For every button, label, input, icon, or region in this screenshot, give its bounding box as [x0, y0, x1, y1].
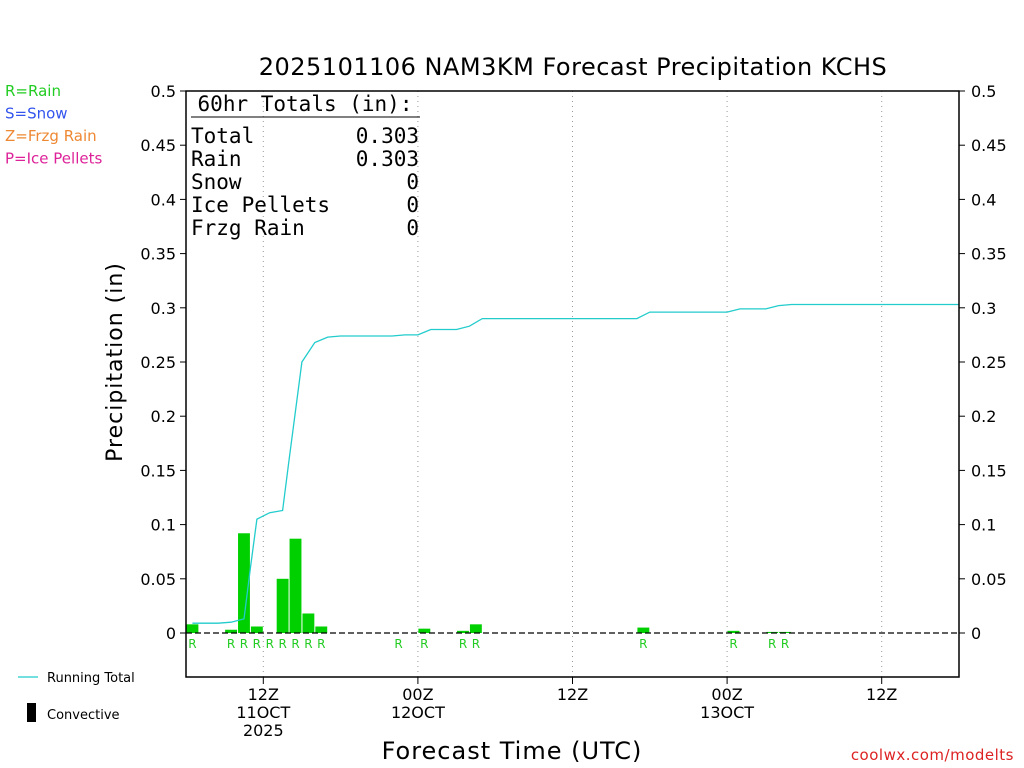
- plot-frame: [185, 90, 960, 678]
- totals-row-value: 0.303: [356, 147, 419, 171]
- y-tick-label-left: 0.35: [140, 245, 176, 264]
- precip-bar: [276, 578, 289, 633]
- y-tick-label-left: 0.05: [140, 570, 176, 589]
- precip-type-label: R: [227, 637, 235, 651]
- precip-type-label: R: [394, 637, 402, 651]
- x-tick-label: 13OCT: [700, 703, 754, 722]
- y-tick-label-left: 0.2: [151, 407, 176, 426]
- totals-row-value: 0.303: [356, 124, 419, 148]
- x-tick-label: 2025: [243, 721, 284, 740]
- totals-header: 60hr Totals (in):: [198, 92, 413, 116]
- x-tick-label: 12OCT: [391, 703, 445, 722]
- totals-row-label: Rain: [191, 147, 242, 171]
- precip-type-legend-item: S=Snow: [5, 105, 68, 123]
- precip-bar: [225, 629, 238, 633]
- x-tick-label: 12Z: [866, 685, 897, 704]
- y-tick-label-left: 0.25: [140, 353, 176, 372]
- y-tick-label-left: 0.15: [140, 461, 176, 480]
- totals-row-value: 0: [406, 170, 419, 194]
- y-tick-label-right: 0.3: [971, 299, 996, 318]
- running-total-legend-label: Running Total: [47, 671, 135, 686]
- grid-lines: [262, 91, 883, 677]
- precip-type-label: R: [781, 637, 789, 651]
- precip-type-label: R: [266, 637, 274, 651]
- chart-title: 2025101106 NAM3KM Forecast Precipitation…: [259, 53, 888, 81]
- y-tick-label-left: 0.5: [151, 82, 176, 101]
- precip-type-label: R: [420, 637, 428, 651]
- precip-bar: [186, 624, 199, 633]
- y-tick-label-left: 0: [166, 624, 176, 643]
- precip-type-legend-item: P=Ice Pellets: [5, 150, 102, 168]
- totals-row-label: Ice Pellets: [191, 193, 330, 217]
- precip-type-label: R: [472, 637, 480, 651]
- y-tick-label-right: 0.4: [971, 190, 996, 209]
- totals-box: 60hr Totals (in): Total 0.303 Rain 0.303 Sno…: [191, 92, 420, 240]
- x-tick-label: 11OCT: [236, 703, 290, 722]
- y-tick-label-right: 0.1: [971, 516, 996, 535]
- x-tick-label: 12Z: [248, 685, 279, 704]
- precip-bar: [238, 533, 250, 633]
- y-tick-label-left: 0.4: [151, 190, 176, 209]
- precip-bar: [315, 626, 328, 633]
- precip-type-label: R: [188, 637, 196, 651]
- y-tick-label-right: 0: [971, 624, 981, 643]
- precip-type-label: R: [240, 637, 248, 651]
- precip-type-label: R: [291, 637, 299, 651]
- totals-row-value: 0: [406, 193, 419, 217]
- y-tick-label-left: 0.1: [151, 516, 176, 535]
- precip-type-label: R: [304, 637, 312, 651]
- y-tick-label-right: 0.25: [971, 353, 1007, 372]
- precip-type-label: R: [729, 637, 737, 651]
- x-tick-label: 00Z: [711, 685, 742, 704]
- totals-row-label: Total: [191, 124, 254, 148]
- totals-row-value: 0: [406, 216, 419, 240]
- x-tick-label: 00Z: [402, 685, 433, 704]
- series-legend: Running Total Convective: [18, 671, 135, 723]
- y-axis-label: Precipitation (in): [103, 262, 128, 462]
- precip-bar: [289, 538, 302, 633]
- y-tick-label-right: 0.05: [971, 570, 1007, 589]
- y-tick-label-right: 0.35: [971, 245, 1007, 264]
- precip-bar: [727, 630, 740, 633]
- precip-bar: [469, 624, 482, 633]
- x-axis-label: Forecast Time (UTC): [382, 737, 643, 765]
- precip-bar: [457, 630, 469, 633]
- precip-bar: [302, 613, 315, 633]
- y-tick-label-right: 0.2: [971, 407, 996, 426]
- precip-type-label: R: [278, 637, 286, 651]
- convective-legend-swatch: [27, 703, 36, 722]
- x-tick-label: 12Z: [557, 685, 588, 704]
- precip-type-label: R: [459, 637, 467, 651]
- credit-text: coolwx.com/modelts: [851, 746, 1014, 764]
- y-tick-label-right: 0.5: [971, 82, 996, 101]
- totals-row-label: Snow: [191, 170, 242, 194]
- precip-bars: [186, 533, 792, 633]
- precip-type-label: R: [768, 637, 776, 651]
- y-tick-label-right: 0.45: [971, 136, 1007, 155]
- precip-type-legend: R=Rain S=Snow Z=Frzg Rain P=Ice Pellets: [5, 82, 102, 168]
- y-axis-ticks: 0 00.05 0.050.1 0.10.15 0.150.2 0.20.25 0.250.…: [140, 82, 1006, 643]
- precip-type-label: R: [253, 637, 261, 651]
- running-total-line: [192, 303, 959, 624]
- precip-bar: [250, 626, 263, 633]
- convective-legend-label: Convective: [47, 708, 120, 723]
- totals-rows: Total 0.303 Rain 0.303 Snow 0 Ice Pellets 0 Frzg…: [191, 124, 419, 240]
- y-tick-label-left: 0.3: [151, 299, 176, 318]
- precip-type-label: R: [317, 637, 325, 651]
- precip-type-legend-item: R=Rain: [5, 82, 61, 100]
- totals-row-label: Frzg Rain: [191, 216, 305, 240]
- y-tick-label-right: 0.15: [971, 461, 1007, 480]
- precip-bar: [418, 628, 431, 633]
- y-tick-label-left: 0.45: [140, 136, 176, 155]
- precip-bar: [637, 627, 650, 633]
- precip-type-label: R: [639, 637, 647, 651]
- precip-type-legend-item: Z=Frzg Rain: [5, 127, 97, 145]
